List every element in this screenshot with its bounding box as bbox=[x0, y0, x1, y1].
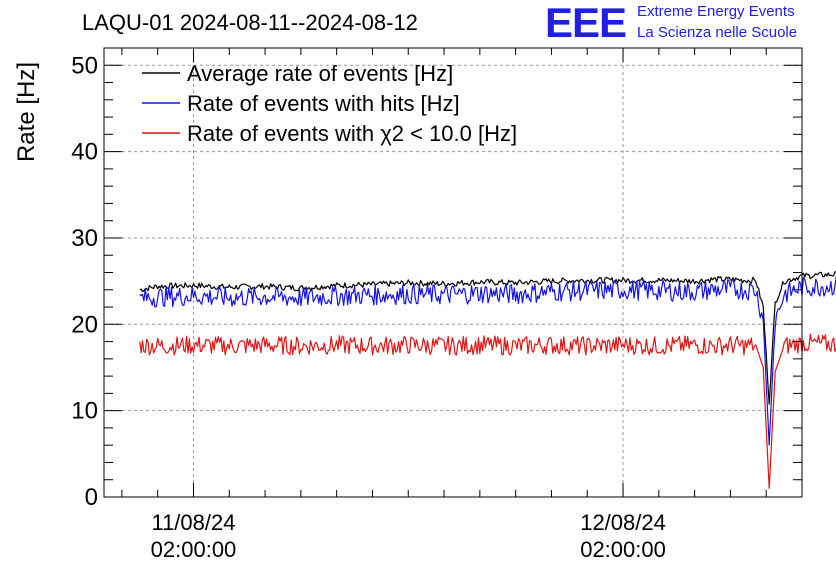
y-tick-label: 20 bbox=[71, 311, 98, 338]
legend-label: Rate of events with χ2 < 10.0 [Hz] bbox=[187, 121, 517, 146]
y-tick-label: 0 bbox=[85, 484, 98, 511]
y-tick-label: 40 bbox=[71, 139, 98, 166]
x-tick-date: 11/08/24 bbox=[151, 510, 235, 535]
legend: Average rate of events [Hz] Rate of event… bbox=[142, 61, 517, 146]
legend-label: Rate of events with hits [Hz] bbox=[187, 91, 460, 116]
y-tick-label: 50 bbox=[71, 52, 98, 79]
series-group bbox=[139, 271, 836, 489]
axes-group: 0102030405011/08/2402:00:0012/08/2402:00… bbox=[71, 47, 803, 562]
logo-text-line2: La Scienza nelle Scuole bbox=[637, 24, 798, 41]
legend-label: Average rate of events [Hz] bbox=[187, 61, 453, 86]
x-tick-time: 02:00:00 bbox=[580, 537, 666, 562]
x-tick-date: 12/08/24 bbox=[580, 510, 666, 535]
chart-title: LAQU-01 2024-08-11--2024-08-12 bbox=[82, 10, 418, 35]
grid-lines bbox=[104, 48, 802, 497]
series-line-2 bbox=[139, 333, 836, 489]
series-line-1 bbox=[139, 275, 836, 446]
y-tick-label: 10 bbox=[71, 398, 98, 425]
eee-logo-mark: EEE bbox=[545, 0, 627, 46]
x-tick-time: 02:00:00 bbox=[151, 537, 237, 562]
logo-text-line1: Extreme Energy Events bbox=[637, 3, 795, 20]
y-axis-label: Rate [Hz] bbox=[13, 62, 40, 162]
y-tick-label: 30 bbox=[71, 225, 98, 252]
